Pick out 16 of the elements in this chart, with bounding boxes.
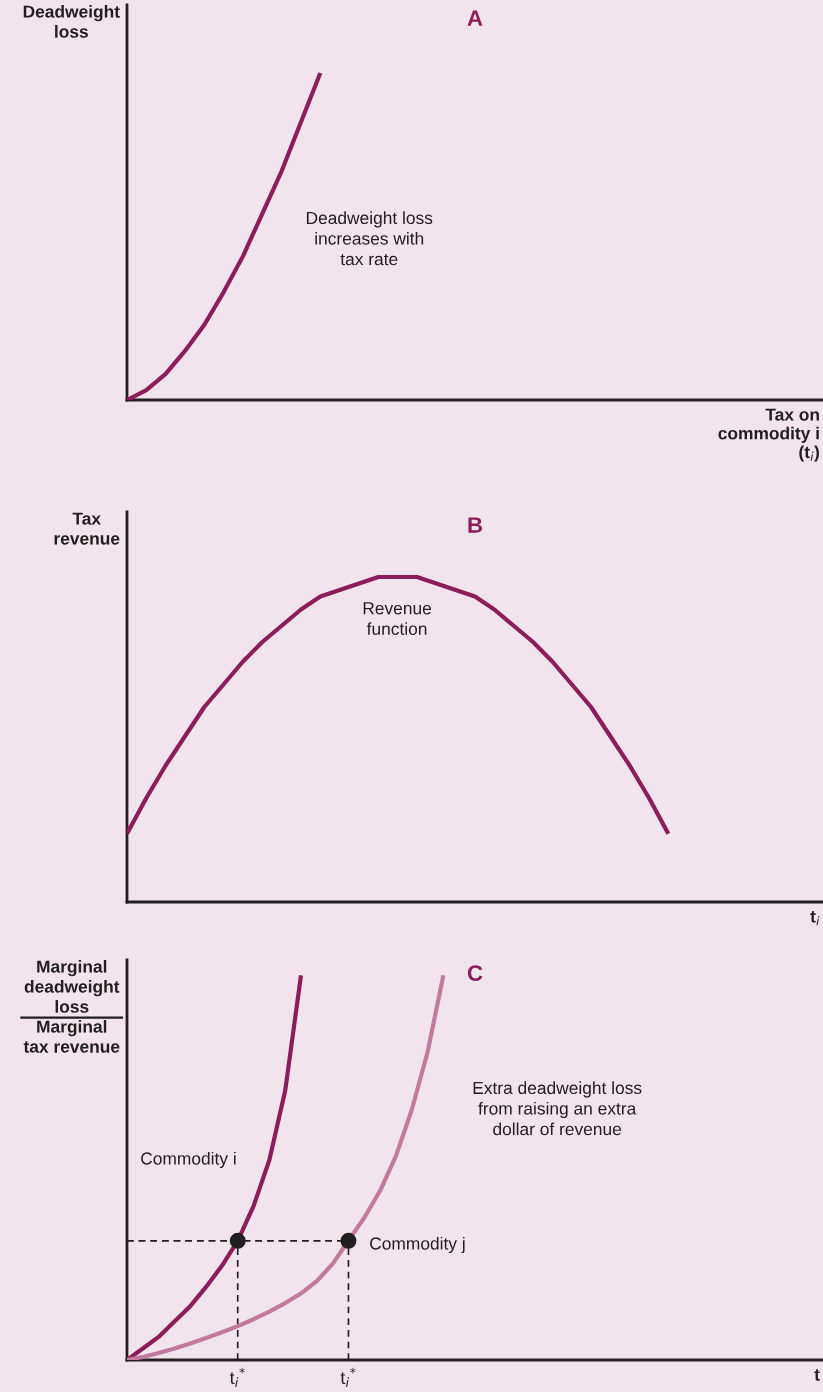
x-tick-label: t$_{i}$$^{*}$ xyxy=(340,1367,356,1387)
x-axis-title: Tax on commodity i (t$_{i}$) xyxy=(718,408,819,462)
chart-title: A xyxy=(467,10,483,26)
y-axis-title: Deadweight loss xyxy=(23,5,120,38)
y-axis-title: Marginal deadweight loss Marginal tax revenue xyxy=(23,960,120,1053)
annotation: Revenue function xyxy=(363,602,432,635)
y-axis-title: Tax revenue xyxy=(54,512,120,545)
x-axis-title: t xyxy=(814,1369,820,1381)
chart-title: B xyxy=(468,517,483,533)
x-axis-title: t$_{i}$ xyxy=(810,911,820,926)
series-label: Commodity j xyxy=(370,1236,465,1254)
annotation: Deadweight loss increases with tax rate xyxy=(306,211,433,266)
chart-title: C xyxy=(467,965,483,981)
series-label: Commodity i xyxy=(141,1151,236,1169)
annotation: Extra deadweight loss from raising an extra dollar of revenue xyxy=(473,1081,642,1136)
x-tick-label: t$_{i}$$^{*}$ xyxy=(229,1367,245,1387)
